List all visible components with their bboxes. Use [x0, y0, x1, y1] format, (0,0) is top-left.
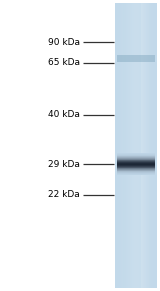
Bar [117, 168, 155, 169]
Bar [132, 3, 133, 288]
Bar [117, 169, 155, 170]
Bar [117, 163, 155, 164]
Bar [117, 170, 155, 171]
Bar [117, 163, 155, 164]
Bar [117, 174, 155, 175]
Bar [117, 156, 155, 157]
Bar [130, 3, 131, 288]
Text: 65 kDa: 65 kDa [48, 58, 80, 67]
Bar [148, 3, 150, 288]
Bar [144, 3, 146, 288]
Bar [117, 55, 155, 62]
Bar [117, 171, 155, 172]
Bar [150, 3, 151, 288]
Bar [137, 3, 138, 288]
Bar [117, 160, 155, 161]
Bar [138, 3, 139, 288]
Bar [131, 3, 132, 288]
Bar [129, 3, 130, 288]
Bar [119, 3, 121, 288]
Bar [146, 3, 148, 288]
Bar [115, 3, 116, 288]
Bar [139, 3, 140, 288]
Bar [117, 157, 155, 158]
Bar [117, 173, 155, 174]
Bar [141, 3, 143, 288]
Bar [117, 166, 155, 167]
Bar [151, 3, 152, 288]
Bar [117, 167, 155, 168]
Bar [117, 166, 155, 167]
Bar [117, 162, 155, 163]
Bar [153, 3, 154, 288]
Bar [117, 153, 155, 154]
Bar [117, 158, 155, 159]
Bar [118, 3, 120, 288]
Text: 22 kDa: 22 kDa [48, 191, 80, 199]
Bar [117, 155, 155, 156]
Bar [123, 3, 124, 288]
Bar [134, 3, 135, 288]
Bar [117, 162, 155, 163]
Text: 40 kDa: 40 kDa [48, 111, 80, 119]
Bar [145, 3, 147, 288]
Bar [117, 170, 155, 171]
Bar [117, 157, 155, 158]
Bar [142, 3, 144, 288]
Bar [154, 3, 155, 288]
Bar [143, 3, 145, 288]
Bar [135, 3, 136, 288]
Bar [117, 167, 155, 168]
Bar [117, 158, 155, 159]
Bar [125, 3, 126, 288]
Bar [117, 164, 155, 165]
Bar [121, 3, 123, 288]
Bar [117, 154, 155, 155]
Bar [117, 155, 155, 156]
Bar [156, 3, 157, 288]
Bar [127, 3, 128, 288]
Bar [152, 3, 153, 288]
Bar [115, 3, 157, 288]
Bar [148, 3, 149, 288]
Bar [155, 3, 156, 288]
Bar [128, 3, 129, 288]
Bar [120, 3, 122, 288]
Bar [117, 173, 155, 174]
Bar [117, 156, 155, 157]
Bar [117, 159, 155, 160]
Bar [124, 3, 125, 288]
Bar [140, 3, 141, 288]
Bar [117, 3, 119, 288]
Bar [136, 3, 137, 288]
Bar [117, 172, 155, 173]
Bar [126, 3, 127, 288]
Text: 90 kDa: 90 kDa [48, 38, 80, 47]
Bar [117, 161, 155, 162]
Text: 29 kDa: 29 kDa [48, 160, 80, 169]
Bar [117, 165, 155, 166]
Bar [117, 174, 155, 175]
Bar [117, 168, 155, 169]
Bar [117, 169, 155, 170]
Bar [133, 3, 134, 288]
Bar [116, 3, 118, 288]
